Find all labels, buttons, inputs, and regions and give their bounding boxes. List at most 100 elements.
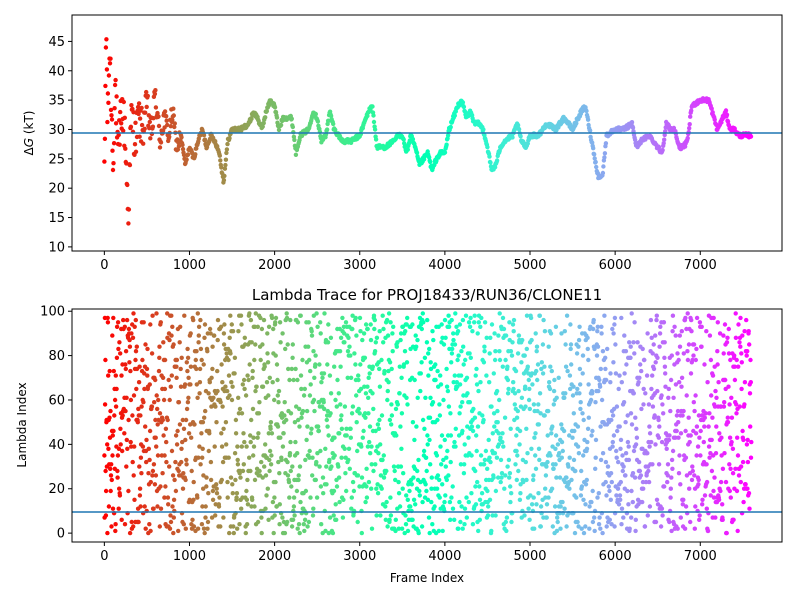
lambda-point bbox=[201, 362, 206, 367]
lambda-point bbox=[290, 342, 295, 347]
lambda-point bbox=[279, 457, 284, 463]
lambda-point bbox=[197, 380, 203, 385]
lambda-point bbox=[568, 342, 574, 347]
lambda-point bbox=[535, 408, 540, 414]
lambda-point bbox=[185, 368, 190, 374]
lambda-point bbox=[194, 349, 199, 354]
lambda-point bbox=[183, 417, 189, 423]
lambda-point bbox=[404, 360, 410, 365]
lambda-point bbox=[419, 360, 424, 365]
lambda-point bbox=[444, 366, 449, 372]
lambda-point bbox=[609, 479, 614, 485]
lambda-point bbox=[273, 315, 279, 321]
lambda-point bbox=[365, 384, 370, 389]
lambda-point bbox=[472, 313, 477, 318]
delta-g-point bbox=[179, 135, 184, 140]
delta-g-point bbox=[171, 113, 176, 118]
lambda-point bbox=[623, 420, 628, 425]
lambda-point bbox=[339, 426, 345, 431]
lambda-point bbox=[109, 462, 114, 467]
lambda-point bbox=[266, 393, 271, 398]
lambda-point bbox=[369, 444, 374, 449]
lambda-point bbox=[300, 408, 306, 414]
lambda-point bbox=[677, 453, 682, 458]
lambda-point bbox=[562, 395, 567, 400]
lambda-point bbox=[250, 368, 255, 374]
lambda-point bbox=[524, 313, 530, 318]
lambda-point bbox=[548, 453, 553, 458]
lambda-point bbox=[554, 475, 559, 480]
lambda-point bbox=[666, 395, 671, 400]
lambda-point bbox=[670, 466, 675, 471]
lambda-point bbox=[240, 382, 245, 387]
lambda-point bbox=[449, 495, 454, 500]
lambda-point bbox=[583, 502, 588, 507]
lambda-point bbox=[215, 388, 220, 394]
lambda-point bbox=[688, 371, 694, 376]
lambda-point bbox=[194, 382, 199, 387]
lambda-point bbox=[189, 468, 194, 474]
lambda-point bbox=[265, 360, 271, 365]
lambda-point bbox=[199, 357, 204, 363]
lambda-point bbox=[274, 504, 279, 509]
delta-g-point bbox=[132, 142, 138, 147]
lambda-point bbox=[720, 502, 725, 507]
lambda-point bbox=[260, 384, 266, 389]
delta-g-point bbox=[156, 114, 161, 119]
lambda-point bbox=[236, 411, 242, 416]
lambda-point bbox=[709, 437, 714, 443]
lambda-point bbox=[181, 426, 187, 431]
lambda-point bbox=[344, 426, 349, 431]
lambda-point bbox=[133, 317, 138, 323]
lambda-point bbox=[696, 413, 702, 418]
delta-g-point bbox=[136, 111, 141, 117]
lambda-point bbox=[426, 351, 431, 356]
lambda-point bbox=[629, 488, 634, 494]
lambda-point bbox=[285, 473, 291, 478]
lambda-point bbox=[371, 406, 376, 412]
lambda-point bbox=[313, 353, 318, 358]
lambda-point bbox=[114, 324, 120, 329]
lambda-point bbox=[707, 455, 712, 460]
lambda-point bbox=[537, 313, 542, 318]
lambda-point bbox=[560, 499, 565, 505]
lambda-point bbox=[113, 522, 118, 527]
lambda-point bbox=[156, 368, 162, 374]
lambda-point bbox=[348, 426, 353, 431]
lambda-point bbox=[221, 515, 226, 520]
lambda-point bbox=[365, 326, 370, 332]
lambda-point bbox=[590, 519, 596, 525]
lambda-point bbox=[296, 522, 302, 527]
lambda-point bbox=[152, 400, 157, 405]
lambda-point bbox=[615, 428, 620, 434]
y-tick-label: 35 bbox=[48, 94, 65, 109]
lambda-point bbox=[285, 519, 290, 525]
lambda-point bbox=[393, 477, 398, 483]
lambda-point bbox=[464, 495, 469, 500]
lambda-point bbox=[322, 406, 327, 412]
lambda-point bbox=[655, 388, 660, 394]
lambda-point bbox=[168, 513, 173, 518]
lambda-point bbox=[262, 464, 267, 469]
lambda-point bbox=[704, 506, 709, 511]
lambda-point bbox=[560, 448, 565, 454]
lambda-point bbox=[711, 315, 716, 321]
lambda-point bbox=[665, 462, 671, 467]
lambda-point bbox=[497, 397, 502, 403]
lambda-point bbox=[179, 446, 184, 451]
delta-g-point bbox=[709, 106, 714, 111]
lambda-point bbox=[384, 468, 389, 474]
lambda-point bbox=[656, 417, 661, 423]
lambda-point bbox=[103, 488, 109, 494]
lambda-point bbox=[346, 446, 352, 451]
lambda-point bbox=[470, 522, 476, 527]
lambda-point bbox=[558, 504, 563, 509]
lambda-point bbox=[460, 526, 465, 531]
lambda-point bbox=[287, 377, 292, 383]
lambda-point bbox=[450, 346, 455, 352]
lambda-point bbox=[169, 333, 174, 338]
lambda-point bbox=[676, 471, 682, 476]
delta-g-point bbox=[112, 82, 118, 88]
lambda-point bbox=[413, 333, 418, 338]
lambda-point bbox=[160, 471, 165, 476]
